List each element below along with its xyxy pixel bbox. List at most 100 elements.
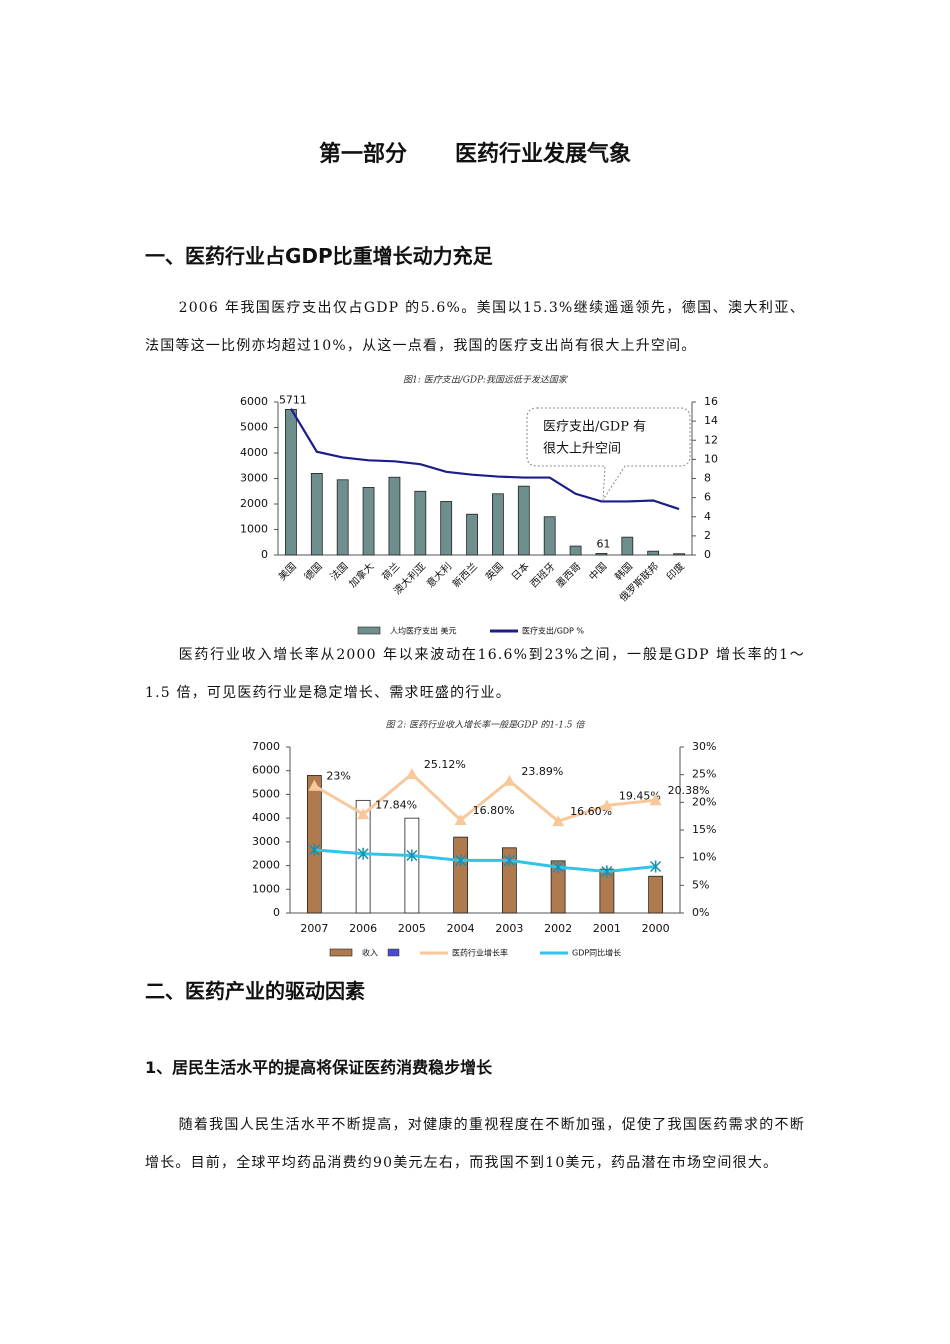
legend-swatch [387,948,400,957]
data-label: 23% [326,770,350,783]
title-text: 医药行业发展气象 [455,141,632,167]
data-label: 17.84% [375,798,417,811]
data-label: 20.38% [668,784,710,797]
x-tick-label: 韩国 [612,560,635,583]
y2-tick-label: 30% [692,740,716,753]
legend-label: 医药行业增长率 [452,948,508,958]
bar [621,536,634,556]
bar [543,516,556,556]
y-tick-label: 6000 [240,395,268,408]
x-tick-label: 2005 [398,922,426,935]
y2-tick-label: 10% [692,851,716,864]
bar [550,860,566,914]
y2-tick-label: 10 [704,452,718,465]
data-label: 61 [596,537,610,550]
y-tick-label: 5000 [240,421,268,434]
paragraph: 随着我国人民生活水平不断提高，对健康的重视程度在不断加强，促使了我国医药需求的不… [145,1117,805,1171]
bar [517,485,530,556]
bar [285,408,297,556]
chart-caption: 图 2: 医药行业收入增长率一般是GDP 的1-1.5 倍 [386,720,586,731]
point [357,808,370,820]
x-tick-label: 美国 [275,560,298,583]
y2-tick-label: 0% [692,906,709,919]
point [357,847,369,860]
section-heading: 一、医药行业占GDP比重增长动力充足 [145,244,493,268]
y-tick-label: 4000 [252,811,280,824]
bar [492,493,504,556]
y2-tick-label: 2 [704,529,711,542]
y2-tick-label: 4 [704,510,711,523]
y-tick-label: 3000 [252,835,280,848]
data-label: 16.60% [570,805,612,818]
x-tick-label: 墨西哥 [554,560,584,590]
point [601,865,613,878]
bar [336,479,349,556]
x-tick-label: 2004 [447,922,475,935]
point [649,794,662,806]
subsection-heading: 1、居民生活水平的提高将保证医药消费稳步增长 [145,1058,493,1077]
y-tick-label: 6000 [252,764,280,777]
callout [526,407,691,502]
point [552,861,564,874]
point [650,860,662,873]
bar [569,545,582,556]
x-tick-label: 2000 [642,922,670,935]
x-tick-label: 印度 [664,560,687,583]
bar [310,472,323,556]
x-tick-label: 荷兰 [379,560,402,583]
y-tick-label: 4000 [240,446,268,459]
legend-label: GDP同比增长 [572,948,621,958]
doc-title: 第一部分 医药行业发展气象 [0,136,950,168]
section-heading: 二、医药产业的驱动因素 [145,979,365,1003]
x-tick-label: 2003 [495,922,523,935]
legend-label: 人均医疗支出 美元 [390,626,457,636]
y2-tick-label: 20% [692,795,716,808]
point [405,768,418,780]
y-tick-label: 0 [273,906,280,919]
y-tick-label: 1000 [240,523,268,536]
y2-tick-label: 14 [704,414,718,427]
bar [673,553,685,556]
paragraph: 医药行业收入增长率从2000 年以来波动在16.6%到23%之间，一般是GDP … [145,647,805,701]
y2-tick-label: 12 [704,433,718,446]
point [406,849,418,862]
bar [453,836,469,914]
line [313,772,656,823]
y-tick-label: 0 [261,548,268,561]
legend-label: 收入 [362,948,378,958]
data-label: 5711 [279,393,307,406]
y2-tick-label: 5% [692,878,709,891]
y2-tick-label: 6 [704,491,711,504]
annotation: 医疗支出/GDP 有 [543,420,646,435]
x-tick-label: 新西兰 [450,560,480,590]
x-tick-label: 西班牙 [528,560,558,590]
y-tick-label: 7000 [252,740,280,753]
point [503,854,515,867]
x-tick-label: 加拿大 [346,560,376,590]
y2-tick-label: 16 [704,395,718,408]
point [552,815,565,827]
x-tick-label: 法国 [327,560,350,583]
chart-caption: 图1: 医疗支出/GDP:我国远低于发达国家 [403,375,568,386]
point [600,799,613,811]
line [314,848,656,874]
point [308,843,320,856]
y2-tick-label: 25% [692,768,716,781]
point [455,854,467,867]
bar [648,875,664,914]
bar [388,476,401,556]
annotation: 很大上升空间 [543,442,621,457]
y2-tick-label: 8 [704,472,711,485]
y-tick-label: 2000 [240,497,268,510]
point [308,779,321,791]
x-tick-label: 意大利 [424,560,454,590]
bar [647,550,660,556]
data-label: 16.80% [473,804,515,817]
x-tick-label: 德国 [301,560,324,583]
x-tick-label: 中国 [586,560,609,583]
bar [595,553,608,556]
bar [414,490,427,556]
legend-label: 医疗支出/GDP % [522,626,584,636]
